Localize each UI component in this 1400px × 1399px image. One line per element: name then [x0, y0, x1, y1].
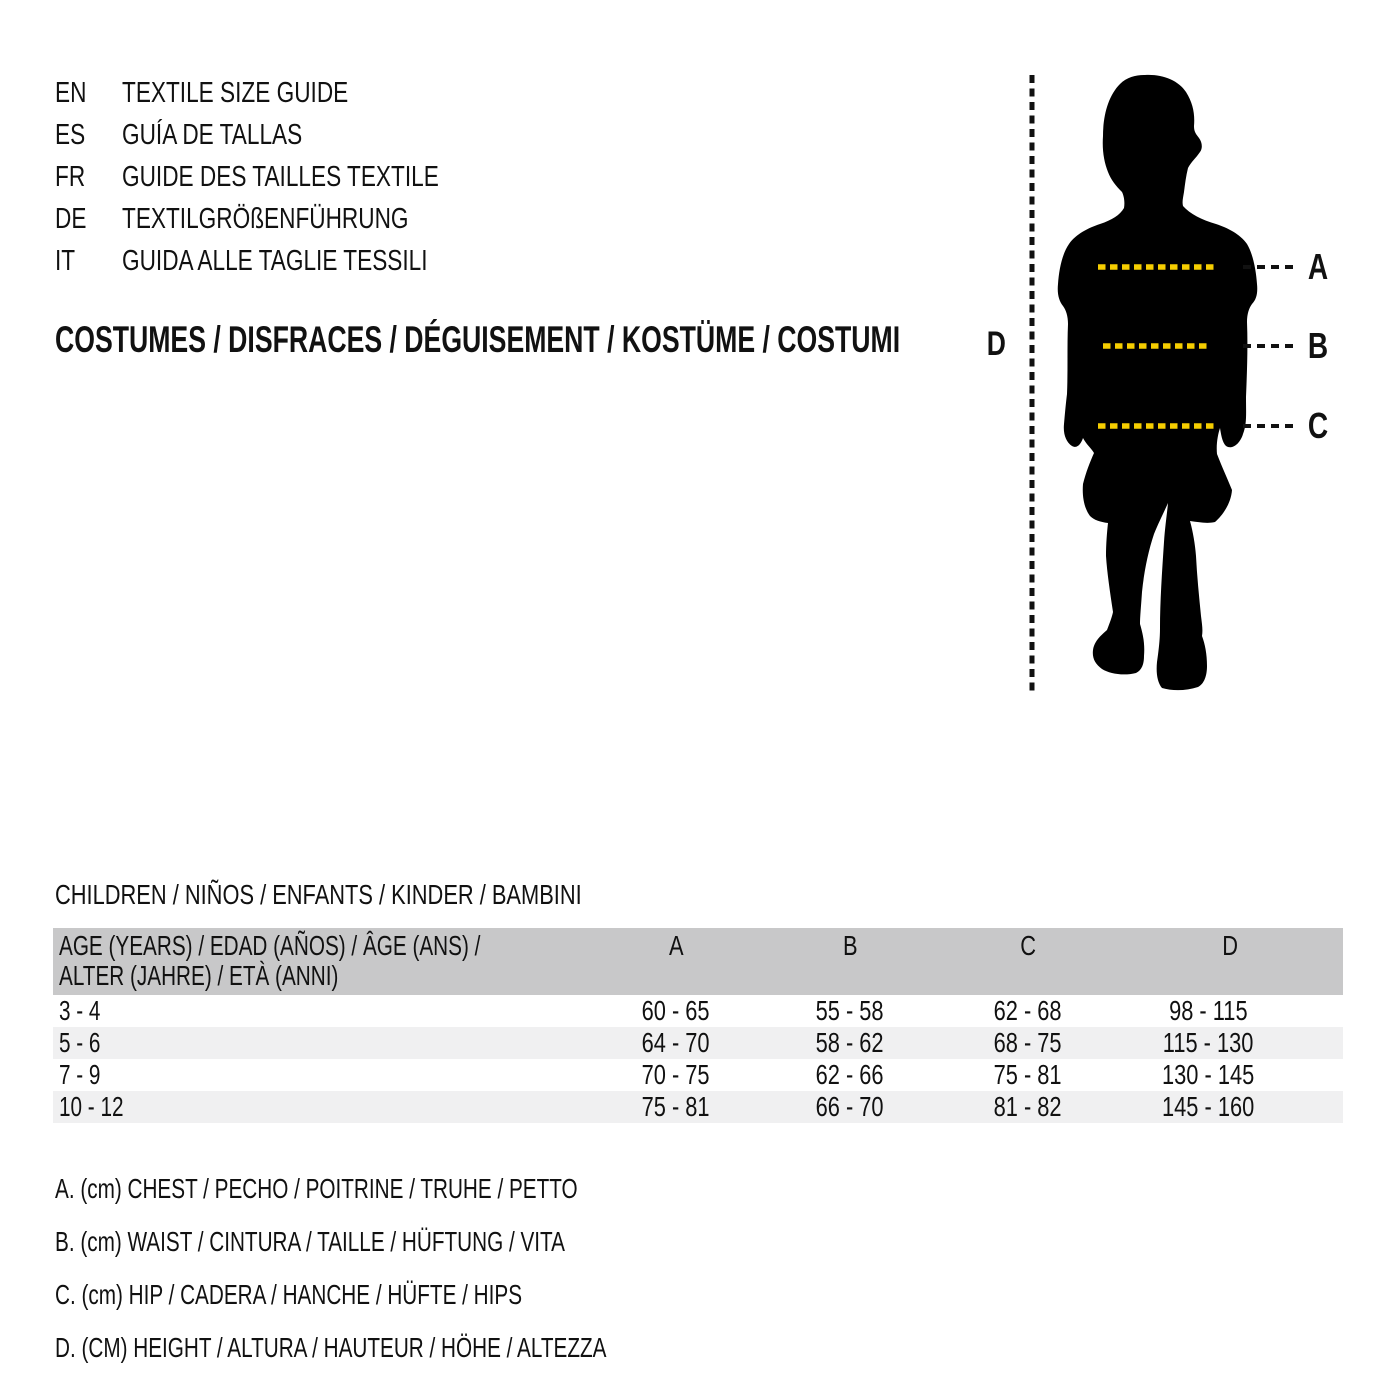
language-list: EN TEXTILE SIZE GUIDE ES GUÍA DE TALLAS …: [55, 72, 528, 282]
language-label: TEXTILGRÖßENFÜHRUNG: [122, 203, 409, 235]
size-table: AGE (YEARS) / EDAD (AÑOS) / ÂGE (ANS) / …: [53, 928, 1343, 1123]
figure-label-a: A: [1307, 246, 1329, 287]
language-row-fr: FR GUIDE DES TAILLES TEXTILE: [55, 156, 528, 198]
category-title: COSTUMES / DISFRACES / DÉGUISEMENT / KOS…: [55, 319, 901, 360]
table-cell-age: 7 - 9: [59, 1059, 101, 1090]
language-row-en: EN TEXTILE SIZE GUIDE: [55, 72, 528, 114]
table-cell-d: 145 - 160: [1118, 1091, 1343, 1123]
table-cell-age: 10 - 12: [53, 1091, 590, 1123]
measurement-diagram: [1029, 74, 1296, 693]
column-header-b: B: [762, 928, 938, 995]
legend-line-c: C. (cm) HIP / CADERA / HANCHE / HÜFTE / …: [55, 1279, 523, 1310]
table-cell-d: 98 - 115: [1168, 995, 1248, 1026]
table-cell-c: 68 - 75: [938, 1027, 1118, 1059]
table-row: 3 - 4 60 - 65 55 - 58 62 - 68 98 - 115: [53, 995, 1343, 1027]
table-cell-age: 5 - 6: [53, 1027, 590, 1059]
table-cell-b: 55 - 58: [815, 995, 884, 1026]
column-header-age: AGE (YEARS) / EDAD (AÑOS) / ÂGE (ANS) / …: [53, 928, 590, 995]
column-header-a: A: [590, 928, 762, 995]
language-row-de: DE TEXTILGRÖßENFÜHRUNG: [55, 198, 528, 240]
table-cell-b: 66 - 70: [762, 1091, 938, 1123]
child-silhouette-icon: [1057, 74, 1258, 691]
table-row: 7 - 9 70 - 75 62 - 66 75 - 81 130 - 145: [53, 1059, 1343, 1091]
figure-label-b: B: [1307, 325, 1329, 366]
language-label: TEXTILE SIZE GUIDE: [122, 77, 349, 109]
column-header-d: D: [1118, 928, 1343, 995]
table-cell-c: 62 - 68: [993, 995, 1062, 1026]
table-cell-a: 70 - 75: [641, 1059, 710, 1090]
language-row-it: IT GUIDA ALLE TAGLIE TESSILI: [55, 240, 528, 282]
table-cell-a: 64 - 70: [590, 1027, 762, 1059]
language-label: GUIDE DES TAILLES TEXTILE: [122, 161, 439, 193]
table-cell-age: 3 - 4: [59, 995, 101, 1026]
table-cell-b: 58 - 62: [762, 1027, 938, 1059]
legend-line-d: D. (CM) HEIGHT / ALTURA / HAUTEUR / HÖHE…: [55, 1332, 607, 1363]
table-cell-a: 60 - 65: [641, 995, 710, 1026]
measurement-legend: A. (cm) CHEST / PECHO / POITRINE / TRUHE…: [55, 1162, 800, 1374]
language-row-es: ES GUÍA DE TALLAS: [55, 114, 528, 156]
language-label: GUIDA ALLE TAGLIE TESSILI: [122, 245, 428, 277]
table-row: 10 - 12 75 - 81 66 - 70 81 - 82 145 - 16…: [53, 1091, 1343, 1123]
table-cell-c: 81 - 82: [938, 1091, 1118, 1123]
language-code: ES: [55, 119, 86, 151]
language-code: DE: [55, 203, 87, 235]
measurement-figure: A B C D: [960, 62, 1390, 707]
column-header-c: C: [938, 928, 1118, 995]
table-row: 5 - 6 64 - 70 58 - 62 68 - 75 115 - 130: [53, 1027, 1343, 1059]
section-title-children: CHILDREN / NIÑOS / ENFANTS / KINDER / BA…: [55, 879, 582, 910]
table-cell-c: 75 - 81: [993, 1059, 1062, 1090]
figure-label-c: C: [1307, 405, 1329, 446]
legend-line-b: B. (cm) WAIST / CINTURA / TAILLE / HÜFTU…: [55, 1226, 565, 1257]
language-code: EN: [55, 77, 87, 109]
table-cell-d: 130 - 145: [1161, 1059, 1255, 1090]
table-header-row: AGE (YEARS) / EDAD (AÑOS) / ÂGE (ANS) / …: [53, 928, 1343, 995]
language-label: GUÍA DE TALLAS: [122, 119, 303, 151]
language-code: IT: [55, 245, 76, 277]
table-cell-d: 115 - 130: [1118, 1027, 1343, 1059]
table-cell-b: 62 - 66: [815, 1059, 884, 1090]
language-code: FR: [55, 161, 86, 193]
table-cell-a: 75 - 81: [590, 1091, 762, 1123]
legend-line-a: A. (cm) CHEST / PECHO / POITRINE / TRUHE…: [55, 1173, 578, 1204]
figure-label-d: D: [986, 325, 1006, 363]
